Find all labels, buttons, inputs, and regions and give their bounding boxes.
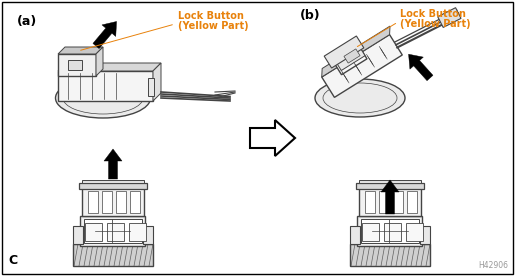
Text: C: C — [8, 254, 17, 267]
Bar — [407, 191, 417, 213]
Bar — [350, 226, 360, 244]
Polygon shape — [322, 26, 390, 77]
Bar — [82, 188, 144, 216]
Polygon shape — [104, 149, 122, 179]
Bar — [102, 191, 112, 213]
Polygon shape — [344, 49, 360, 63]
Text: Lock Button: Lock Button — [178, 11, 244, 21]
Bar — [88, 191, 98, 213]
Bar — [82, 180, 144, 183]
Polygon shape — [250, 120, 295, 156]
Bar — [116, 191, 126, 213]
Polygon shape — [333, 45, 367, 75]
Bar — [68, 60, 82, 70]
Bar — [80, 216, 145, 246]
Bar — [420, 226, 430, 244]
Bar — [58, 54, 96, 76]
Polygon shape — [153, 63, 161, 101]
Polygon shape — [324, 36, 364, 68]
Ellipse shape — [315, 79, 405, 117]
Bar — [359, 188, 421, 216]
Bar — [356, 183, 424, 189]
Polygon shape — [438, 8, 461, 27]
Bar — [84, 219, 142, 243]
Bar — [379, 191, 389, 213]
Bar — [362, 223, 379, 241]
Bar — [384, 223, 401, 241]
Text: Lock Button: Lock Button — [400, 9, 466, 19]
Polygon shape — [93, 22, 116, 49]
Text: H42906: H42906 — [478, 261, 508, 270]
Polygon shape — [408, 54, 433, 81]
Text: (Yellow Part): (Yellow Part) — [400, 19, 471, 29]
Bar — [359, 180, 421, 183]
Text: (Yellow Part): (Yellow Part) — [178, 21, 249, 31]
Polygon shape — [96, 47, 103, 76]
Bar — [365, 191, 375, 213]
Bar — [393, 191, 403, 213]
Bar — [130, 191, 140, 213]
Bar — [73, 226, 83, 244]
Text: (a): (a) — [17, 15, 37, 28]
Bar — [107, 223, 124, 241]
Polygon shape — [58, 47, 103, 54]
Bar — [350, 244, 430, 266]
Bar — [85, 223, 102, 241]
Bar — [357, 216, 422, 246]
Polygon shape — [381, 180, 399, 214]
Polygon shape — [322, 34, 402, 97]
Polygon shape — [335, 46, 365, 70]
Bar — [406, 223, 423, 241]
Bar — [148, 78, 154, 96]
Bar — [73, 244, 153, 266]
Bar — [79, 183, 147, 189]
Bar — [129, 223, 146, 241]
Bar — [58, 71, 153, 101]
Text: (b): (b) — [300, 9, 321, 23]
Polygon shape — [58, 63, 161, 71]
Bar — [143, 226, 153, 244]
Ellipse shape — [56, 78, 150, 118]
Bar — [361, 219, 419, 243]
